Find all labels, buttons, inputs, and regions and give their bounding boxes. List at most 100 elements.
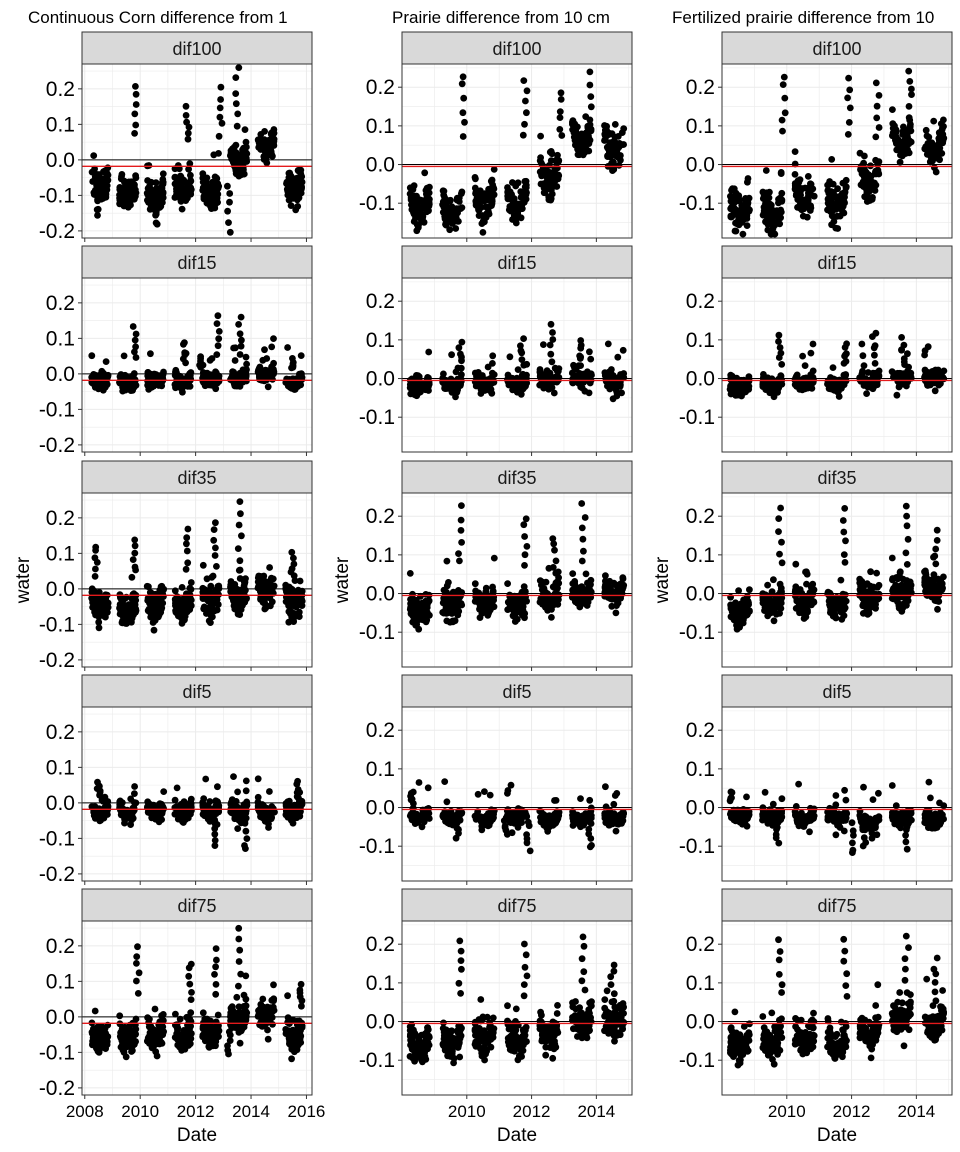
data-point [578,583,586,591]
data-point [210,526,218,533]
data-point [197,363,205,371]
data-point [458,539,465,546]
y-tick-label: 0.1 [366,329,395,352]
data-point [100,369,107,377]
data-point [290,554,297,562]
y-tick-label: 0.0 [366,583,395,606]
data-point [153,603,160,610]
data-point [617,580,625,588]
column-title-2: Prairie difference from 10 cm [392,8,610,27]
data-point [120,383,128,391]
data-point [513,200,520,208]
data-point [185,123,193,131]
data-point [213,956,220,964]
data-point [95,1023,102,1031]
data-point [460,94,468,102]
data-point [550,540,558,548]
data-point [186,980,194,988]
data-point [177,196,185,204]
data-point [184,135,192,143]
data-point [182,350,190,357]
data-point [132,101,140,108]
facet-label: dif15 [177,253,216,273]
data-point [89,1041,96,1049]
data-point [132,607,140,614]
data-point [207,612,215,619]
data-point [182,112,190,119]
data-point [127,201,134,209]
data-point [178,584,186,591]
data-point [202,775,210,783]
data-point [94,212,101,219]
data-point [208,811,215,819]
data-point [88,352,96,360]
data-point [127,821,134,828]
data-point [557,89,565,97]
data-point [116,184,124,191]
y-tick-label: 0.1 [366,544,395,567]
data-point [183,1031,190,1039]
data-point [199,1009,207,1017]
data-point [132,354,140,361]
facet-label: dif5 [502,682,531,702]
data-point [207,582,215,590]
data-point [266,808,273,816]
data-point [187,171,194,179]
data-point [206,798,214,805]
data-point [117,371,125,378]
data-point [297,352,305,359]
data-point [235,160,243,168]
panel-background [82,64,312,238]
data-point [183,381,191,389]
data-point [213,351,221,358]
panel-border [81,63,313,239]
data-point [537,595,545,603]
data-point [295,188,303,196]
data-point [232,141,240,149]
y-tick-label: -0.2 [39,1077,75,1100]
data-point [232,90,240,97]
data-point [205,617,213,625]
data-point [289,364,297,371]
data-point [242,995,250,1003]
data-point [575,362,583,369]
data-point [284,1014,292,1022]
data-point [294,203,302,210]
x-tick-label: 2014 [232,1102,270,1121]
panel-background [402,278,632,452]
data-point [261,346,268,354]
data-point [446,226,454,234]
data-point [130,595,138,603]
data-point [571,582,579,590]
data-point [579,535,587,543]
data-point [242,777,250,785]
data-point [242,366,250,374]
data-point [152,179,160,187]
data-point [613,392,621,400]
data-point [267,130,275,138]
data-point [205,371,213,379]
data-point [212,519,219,527]
data-point [514,179,522,187]
data-point [95,607,103,615]
data-point [554,164,561,172]
data-point [569,570,577,577]
data-point [293,599,300,607]
data-point [226,198,233,206]
data-point [508,381,515,389]
data-point [284,344,291,351]
data-point [288,548,296,556]
data-point [132,566,140,574]
data-point [236,498,244,505]
data-point [185,190,193,198]
data-point [134,943,141,951]
data-point [186,178,194,186]
facet-label: dif35 [177,468,216,488]
data-point [455,205,463,213]
data-point [293,793,301,801]
data-point [452,393,459,401]
data-point [455,344,463,352]
data-point [240,149,248,156]
data-point [95,1048,103,1056]
